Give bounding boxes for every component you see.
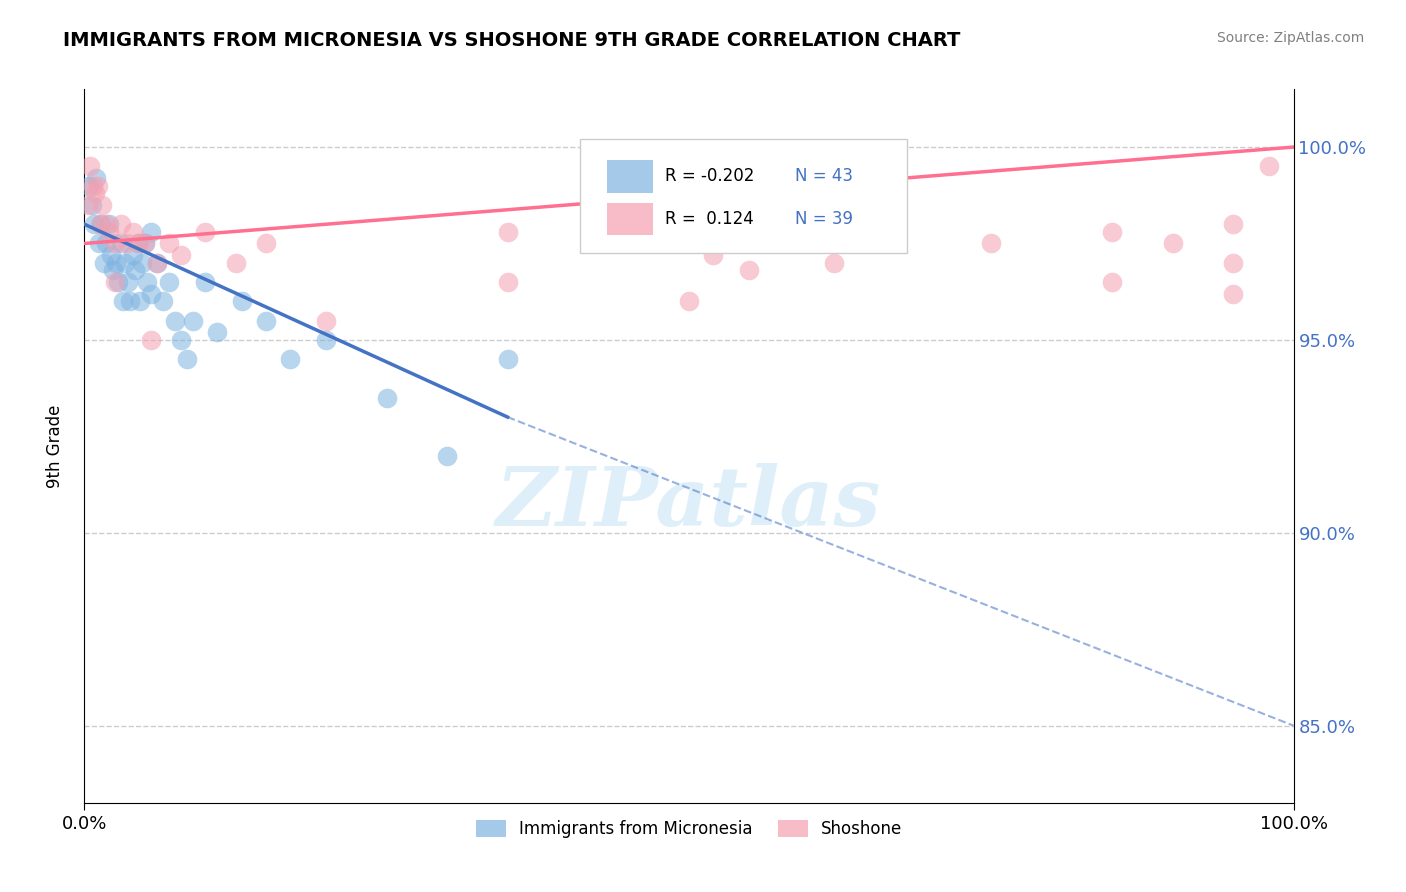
Point	[678, 294, 700, 309]
Text: IMMIGRANTS FROM MICRONESIA VS SHOSHONE 9TH GRADE CORRELATION CHART: IMMIGRANTS FROM MICRONESIA VS SHOSHONE 9…	[63, 31, 960, 50]
Point	[90, 217, 112, 231]
Point	[1101, 225, 1123, 239]
Point	[496, 352, 519, 367]
Point	[1101, 275, 1123, 289]
Point	[181, 313, 204, 327]
Point	[136, 275, 159, 289]
Point	[77, 178, 100, 193]
Text: ZIPatlas: ZIPatlas	[496, 463, 882, 543]
Point	[89, 217, 111, 231]
Point	[77, 198, 100, 212]
Point	[129, 294, 152, 309]
Point	[134, 236, 156, 251]
Y-axis label: 9th Grade: 9th Grade	[45, 404, 63, 488]
Point	[80, 198, 103, 212]
Point	[86, 178, 108, 193]
Point	[139, 286, 162, 301]
Point	[120, 294, 142, 309]
Legend: Immigrants from Micronesia, Shoshone: Immigrants from Micronesia, Shoshone	[470, 813, 908, 845]
Point	[980, 236, 1002, 251]
Point	[104, 275, 127, 289]
Point	[97, 217, 120, 231]
Point	[436, 449, 458, 463]
Point	[107, 275, 129, 289]
Point	[315, 313, 337, 327]
Text: N = 43: N = 43	[796, 168, 853, 186]
Point	[134, 236, 156, 251]
Point	[139, 333, 162, 347]
Point	[738, 263, 761, 277]
Point	[315, 333, 337, 347]
Point	[146, 256, 169, 270]
Point	[124, 263, 146, 277]
Point	[115, 236, 138, 251]
Point	[194, 225, 217, 239]
Point	[678, 236, 700, 251]
Point	[93, 256, 115, 270]
Point	[207, 325, 229, 339]
Point	[170, 248, 193, 262]
Point	[254, 236, 277, 251]
Point	[1222, 217, 1244, 231]
Point	[1258, 159, 1281, 173]
Point	[165, 313, 187, 327]
Point	[131, 256, 153, 270]
Point	[702, 248, 724, 262]
Point	[79, 159, 101, 173]
Point	[100, 248, 122, 262]
Point	[117, 275, 139, 289]
Point	[194, 275, 217, 289]
Point	[225, 256, 247, 270]
Point	[152, 294, 174, 309]
Point	[139, 225, 162, 239]
Point	[86, 170, 108, 185]
Point	[231, 294, 253, 309]
Point	[82, 178, 104, 193]
Point	[1222, 286, 1244, 301]
Point	[254, 313, 277, 327]
Point	[496, 275, 519, 289]
Point	[104, 256, 127, 270]
Point	[83, 217, 105, 231]
Point	[1161, 236, 1184, 251]
Point	[97, 225, 120, 239]
Point	[94, 217, 117, 231]
Point	[104, 236, 127, 251]
Point	[91, 198, 114, 212]
Point	[84, 186, 107, 201]
Point	[103, 263, 125, 277]
FancyBboxPatch shape	[581, 139, 907, 253]
Bar	[607, 160, 652, 193]
Point	[1222, 256, 1244, 270]
Bar	[607, 202, 652, 235]
Point	[278, 352, 301, 367]
Point	[110, 217, 132, 231]
Text: R =  0.124: R = 0.124	[665, 211, 754, 228]
Point	[823, 256, 845, 270]
Point	[128, 236, 150, 251]
Text: Source: ZipAtlas.com: Source: ZipAtlas.com	[1216, 31, 1364, 45]
Point	[496, 225, 519, 239]
Text: R = -0.202: R = -0.202	[665, 168, 754, 186]
Point	[94, 236, 117, 251]
Point	[375, 391, 398, 405]
Point	[121, 225, 143, 239]
Point	[110, 236, 132, 251]
Point	[157, 275, 180, 289]
Point	[112, 294, 135, 309]
Point	[176, 352, 198, 367]
Point	[146, 256, 169, 270]
Point	[87, 236, 110, 251]
Point	[127, 236, 149, 251]
Point	[114, 256, 136, 270]
Point	[157, 236, 180, 251]
Text: N = 39: N = 39	[796, 211, 853, 228]
Point	[170, 333, 193, 347]
Point	[121, 248, 143, 262]
